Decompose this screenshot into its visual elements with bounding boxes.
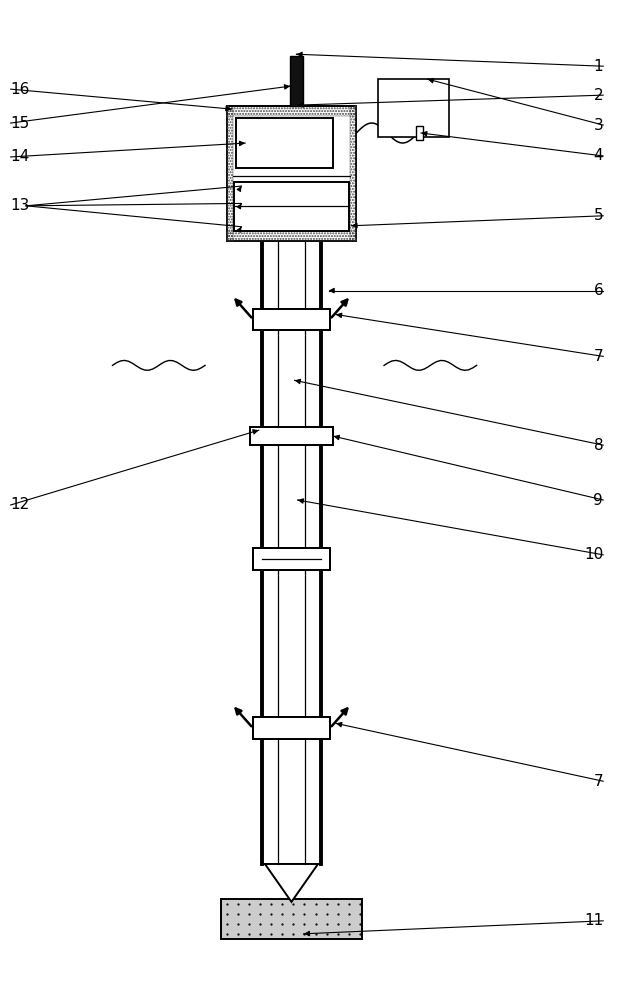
Text: 9: 9 [593, 493, 603, 508]
Bar [227, 106, 356, 241]
Bar [262, 241, 321, 427]
Text: 6: 6 [593, 283, 603, 298]
Bar [378, 79, 449, 137]
Bar [227, 106, 233, 241]
Bar [253, 309, 330, 330]
Text: 3: 3 [593, 118, 603, 133]
Bar [227, 231, 356, 241]
Bar [249, 427, 334, 445]
Bar [262, 445, 321, 864]
Text: 4: 4 [593, 148, 603, 163]
Bar [253, 717, 330, 739]
Bar [262, 445, 321, 864]
Text: 2: 2 [593, 88, 603, 103]
Text: 7: 7 [593, 349, 603, 364]
Bar [221, 899, 363, 939]
Bar [415, 126, 423, 140]
Text: 5: 5 [593, 208, 603, 223]
Bar [350, 106, 356, 241]
Bar [253, 548, 330, 570]
Bar [253, 309, 330, 330]
Bar [262, 241, 321, 427]
Bar [249, 427, 334, 445]
Text: 15: 15 [11, 116, 30, 131]
Text: 16: 16 [11, 82, 30, 97]
Text: 8: 8 [593, 438, 603, 453]
Text: 14: 14 [11, 149, 30, 164]
Text: 1: 1 [593, 59, 603, 74]
Text: 13: 13 [11, 198, 30, 213]
Text: 12: 12 [11, 497, 30, 512]
Bar [290, 56, 303, 106]
Bar [227, 106, 356, 116]
Bar [236, 118, 333, 168]
Text: 7: 7 [593, 774, 603, 789]
Bar [253, 717, 330, 739]
Text: 10: 10 [584, 547, 603, 562]
Bar [253, 548, 330, 570]
Text: 11: 11 [584, 913, 603, 928]
Polygon shape [265, 864, 318, 902]
Bar [234, 182, 349, 231]
